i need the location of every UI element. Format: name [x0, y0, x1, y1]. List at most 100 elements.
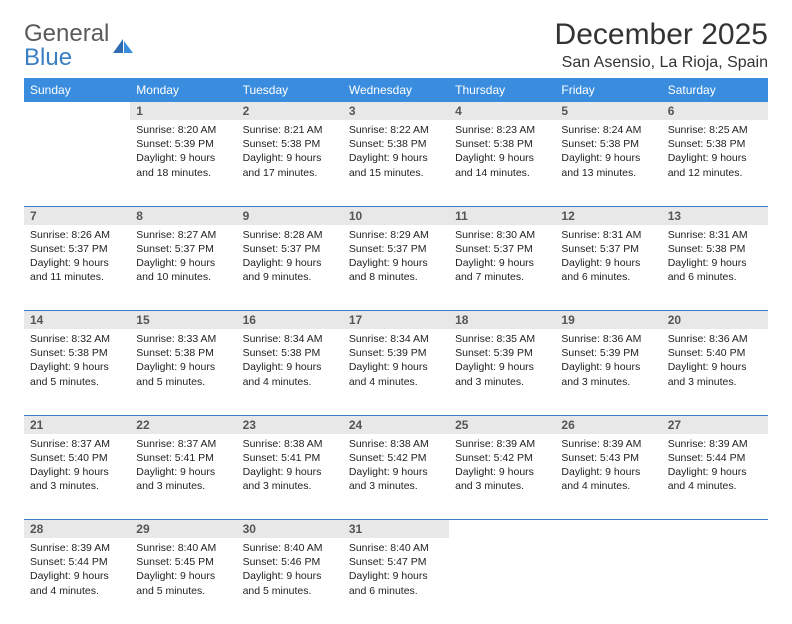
day-number-cell: 15: [130, 311, 236, 330]
daylight-text: Daylight: 9 hours and 4 minutes.: [30, 569, 124, 597]
sunset-text: Sunset: 5:38 PM: [243, 137, 337, 151]
sunset-text: Sunset: 5:38 PM: [668, 137, 762, 151]
day-number-cell: 8: [130, 206, 236, 225]
day-details: Sunrise: 8:35 AMSunset: 5:39 PMDaylight:…: [449, 329, 555, 395]
sunrise-text: Sunrise: 8:38 AM: [243, 437, 337, 451]
day-number-cell: 20: [662, 311, 768, 330]
day-details: Sunrise: 8:22 AMSunset: 5:38 PMDaylight:…: [343, 120, 449, 186]
day-number-cell: 22: [130, 415, 236, 434]
day-content-cell: Sunrise: 8:27 AMSunset: 5:37 PMDaylight:…: [130, 225, 236, 311]
sunset-text: Sunset: 5:37 PM: [455, 242, 549, 256]
day-content-cell: Sunrise: 8:32 AMSunset: 5:38 PMDaylight:…: [24, 329, 130, 415]
sunrise-text: Sunrise: 8:32 AM: [30, 332, 124, 346]
daylight-text: Daylight: 9 hours and 3 minutes.: [136, 465, 230, 493]
day-content-cell: Sunrise: 8:35 AMSunset: 5:39 PMDaylight:…: [449, 329, 555, 415]
day-number-cell: 28: [24, 520, 130, 539]
day-content-cell: Sunrise: 8:31 AMSunset: 5:37 PMDaylight:…: [555, 225, 661, 311]
daylight-text: Daylight: 9 hours and 18 minutes.: [136, 151, 230, 179]
sunrise-text: Sunrise: 8:21 AM: [243, 123, 337, 137]
daylight-text: Daylight: 9 hours and 4 minutes.: [561, 465, 655, 493]
day-details: Sunrise: 8:38 AMSunset: 5:41 PMDaylight:…: [237, 434, 343, 500]
day-content-row: Sunrise: 8:32 AMSunset: 5:38 PMDaylight:…: [24, 329, 768, 415]
sunrise-text: Sunrise: 8:27 AM: [136, 228, 230, 242]
day-details: Sunrise: 8:26 AMSunset: 5:37 PMDaylight:…: [24, 225, 130, 291]
day-details: Sunrise: 8:37 AMSunset: 5:41 PMDaylight:…: [130, 434, 236, 500]
day-content-cell: Sunrise: 8:29 AMSunset: 5:37 PMDaylight:…: [343, 225, 449, 311]
day-content-cell: Sunrise: 8:24 AMSunset: 5:38 PMDaylight:…: [555, 120, 661, 206]
day-content-cell: [24, 120, 130, 206]
daylight-text: Daylight: 9 hours and 10 minutes.: [136, 256, 230, 284]
day-number-cell: 30: [237, 520, 343, 539]
day-details: Sunrise: 8:25 AMSunset: 5:38 PMDaylight:…: [662, 120, 768, 186]
weekday-header: Wednesday: [343, 78, 449, 102]
daylight-text: Daylight: 9 hours and 6 minutes.: [561, 256, 655, 284]
brand-logo: General Blue: [24, 22, 135, 70]
day-content-cell: Sunrise: 8:36 AMSunset: 5:39 PMDaylight:…: [555, 329, 661, 415]
daylight-text: Daylight: 9 hours and 15 minutes.: [349, 151, 443, 179]
day-number-row: 28293031: [24, 520, 768, 539]
day-content-cell: Sunrise: 8:39 AMSunset: 5:44 PMDaylight:…: [662, 434, 768, 520]
day-content-cell: Sunrise: 8:39 AMSunset: 5:44 PMDaylight:…: [24, 538, 130, 624]
day-details: Sunrise: 8:39 AMSunset: 5:42 PMDaylight:…: [449, 434, 555, 500]
day-number-cell: 19: [555, 311, 661, 330]
day-number-cell: 25: [449, 415, 555, 434]
sunset-text: Sunset: 5:38 PM: [243, 346, 337, 360]
day-number-cell: 14: [24, 311, 130, 330]
sunset-text: Sunset: 5:38 PM: [136, 346, 230, 360]
daylight-text: Daylight: 9 hours and 3 minutes.: [30, 465, 124, 493]
sunrise-text: Sunrise: 8:36 AM: [668, 332, 762, 346]
day-content-cell: Sunrise: 8:23 AMSunset: 5:38 PMDaylight:…: [449, 120, 555, 206]
daylight-text: Daylight: 9 hours and 3 minutes.: [349, 465, 443, 493]
daylight-text: Daylight: 9 hours and 3 minutes.: [561, 360, 655, 388]
day-content-cell: Sunrise: 8:28 AMSunset: 5:37 PMDaylight:…: [237, 225, 343, 311]
sunrise-text: Sunrise: 8:30 AM: [455, 228, 549, 242]
day-number-row: 14151617181920: [24, 311, 768, 330]
sunrise-text: Sunrise: 8:35 AM: [455, 332, 549, 346]
sunset-text: Sunset: 5:37 PM: [136, 242, 230, 256]
sunrise-text: Sunrise: 8:34 AM: [243, 332, 337, 346]
day-content-row: Sunrise: 8:20 AMSunset: 5:39 PMDaylight:…: [24, 120, 768, 206]
sunset-text: Sunset: 5:38 PM: [455, 137, 549, 151]
daylight-text: Daylight: 9 hours and 4 minutes.: [243, 360, 337, 388]
sunrise-text: Sunrise: 8:33 AM: [136, 332, 230, 346]
day-details: Sunrise: 8:36 AMSunset: 5:39 PMDaylight:…: [555, 329, 661, 395]
day-content-row: Sunrise: 8:37 AMSunset: 5:40 PMDaylight:…: [24, 434, 768, 520]
title-block: December 2025 San Asensio, La Rioja, Spa…: [555, 18, 768, 72]
sunset-text: Sunset: 5:37 PM: [30, 242, 124, 256]
month-title: December 2025: [555, 18, 768, 52]
sunrise-text: Sunrise: 8:40 AM: [136, 541, 230, 555]
day-details: Sunrise: 8:34 AMSunset: 5:38 PMDaylight:…: [237, 329, 343, 395]
sunset-text: Sunset: 5:38 PM: [349, 137, 443, 151]
sunset-text: Sunset: 5:40 PM: [668, 346, 762, 360]
sunset-text: Sunset: 5:37 PM: [243, 242, 337, 256]
daylight-text: Daylight: 9 hours and 4 minutes.: [349, 360, 443, 388]
sunset-text: Sunset: 5:46 PM: [243, 555, 337, 569]
sunset-text: Sunset: 5:38 PM: [561, 137, 655, 151]
day-content-cell: [555, 538, 661, 624]
daylight-text: Daylight: 9 hours and 17 minutes.: [243, 151, 337, 179]
daylight-text: Daylight: 9 hours and 3 minutes.: [243, 465, 337, 493]
day-content-cell: Sunrise: 8:26 AMSunset: 5:37 PMDaylight:…: [24, 225, 130, 311]
daylight-text: Daylight: 9 hours and 13 minutes.: [561, 151, 655, 179]
day-content-cell: [662, 538, 768, 624]
day-details: Sunrise: 8:40 AMSunset: 5:46 PMDaylight:…: [237, 538, 343, 604]
day-details: Sunrise: 8:30 AMSunset: 5:37 PMDaylight:…: [449, 225, 555, 291]
day-content-cell: Sunrise: 8:38 AMSunset: 5:42 PMDaylight:…: [343, 434, 449, 520]
day-number-cell: 1: [130, 102, 236, 120]
sunrise-text: Sunrise: 8:25 AM: [668, 123, 762, 137]
day-details: Sunrise: 8:39 AMSunset: 5:43 PMDaylight:…: [555, 434, 661, 500]
day-number-cell: 5: [555, 102, 661, 120]
day-content-cell: Sunrise: 8:40 AMSunset: 5:46 PMDaylight:…: [237, 538, 343, 624]
sunrise-text: Sunrise: 8:39 AM: [561, 437, 655, 451]
sunrise-text: Sunrise: 8:31 AM: [561, 228, 655, 242]
day-number-cell: 12: [555, 206, 661, 225]
day-details: Sunrise: 8:34 AMSunset: 5:39 PMDaylight:…: [343, 329, 449, 395]
calendar-table: Sunday Monday Tuesday Wednesday Thursday…: [24, 78, 768, 624]
day-number-cell: 3: [343, 102, 449, 120]
day-content-cell: Sunrise: 8:39 AMSunset: 5:43 PMDaylight:…: [555, 434, 661, 520]
day-details: Sunrise: 8:24 AMSunset: 5:38 PMDaylight:…: [555, 120, 661, 186]
daylight-text: Daylight: 9 hours and 3 minutes.: [455, 465, 549, 493]
day-details: Sunrise: 8:27 AMSunset: 5:37 PMDaylight:…: [130, 225, 236, 291]
day-content-cell: Sunrise: 8:40 AMSunset: 5:47 PMDaylight:…: [343, 538, 449, 624]
sunset-text: Sunset: 5:43 PM: [561, 451, 655, 465]
